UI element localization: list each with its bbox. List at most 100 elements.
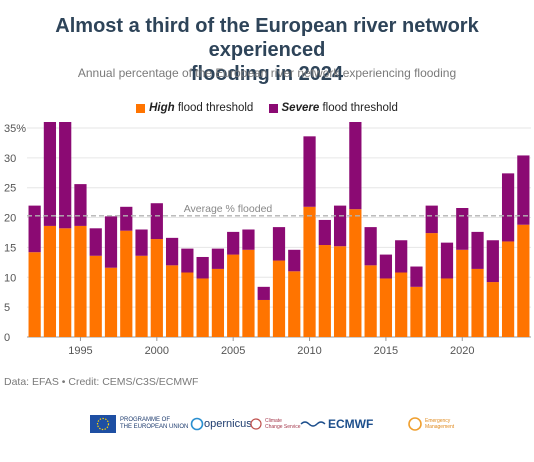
bar-severe xyxy=(364,227,377,266)
eu-programme-logo: PROGRAMME OF THE EUROPEAN UNION xyxy=(90,410,188,438)
eu-programme-line-2: THE EUROPEAN UNION xyxy=(120,424,189,430)
bar-high xyxy=(165,265,179,337)
bar-high xyxy=(303,206,316,337)
bar-severe xyxy=(517,155,530,225)
bar-high xyxy=(364,265,377,337)
bar-severe xyxy=(59,122,72,229)
bar-high xyxy=(272,260,286,337)
x-tick-label: 2015 xyxy=(374,345,398,357)
bar-severe xyxy=(440,242,454,279)
legend-high-text: flood threshold xyxy=(174,102,254,114)
bar-severe xyxy=(181,248,194,273)
emergency-line-1: Emergency xyxy=(425,418,451,424)
source-credit: Data: EFAS • Credit: CEMS/C3S/ECMWF xyxy=(4,376,199,388)
bar-chart: 0 5 10 15 20 25 30 35% 1995 2000 2005 2010 2015 2020 A… xyxy=(4,122,531,357)
bar-high xyxy=(89,255,102,337)
title-line-1: Almost a third of the European river net… xyxy=(55,15,479,61)
legend-swatch-high xyxy=(136,103,146,113)
bar-high xyxy=(196,278,209,337)
chart-subtitle: Annual percentage of the European river … xyxy=(77,66,457,80)
bar-high xyxy=(410,286,423,337)
bar-severe xyxy=(379,254,393,279)
legend: High flood threshold Severe flood thresh… xyxy=(0,102,534,116)
bar-high xyxy=(257,299,270,337)
x-tick-label: 2005 xyxy=(221,345,245,357)
bar-high xyxy=(333,246,347,337)
bar-severe xyxy=(89,228,102,256)
bar-high xyxy=(440,278,454,337)
emergency-line-2: Management xyxy=(425,424,455,430)
legend-severe-text: flood threshold xyxy=(319,102,398,114)
bar-high xyxy=(211,268,225,337)
bar-high xyxy=(349,209,362,337)
y-tick-label: 25 xyxy=(4,183,16,195)
bar-high xyxy=(501,241,515,337)
legend-high-bold: High xyxy=(149,102,175,114)
bar-high xyxy=(379,278,393,337)
x-tick-label: 2010 xyxy=(297,345,321,357)
y-tick-label: 15 xyxy=(4,242,16,254)
legend-swatch-severe xyxy=(268,103,278,113)
emergency-management-logo: Emergency Management xyxy=(408,410,454,438)
bar-severe xyxy=(242,229,255,250)
bar-severe xyxy=(456,208,469,250)
bar-severe xyxy=(471,231,484,269)
logo-strip: PROGRAMME OF THE EUROPEAN UNION opernicu… xyxy=(0,410,534,440)
bar-severe xyxy=(257,286,270,300)
ecmwf-wave-icon xyxy=(300,421,326,427)
eu-programme-line-1: PROGRAMME OF xyxy=(120,417,171,423)
bar-high xyxy=(120,230,133,337)
x-tick-label: 2000 xyxy=(145,345,169,357)
bar-high xyxy=(227,254,240,337)
bar-high xyxy=(104,267,118,337)
bar-severe xyxy=(501,173,515,242)
bar-high xyxy=(150,239,163,337)
bar-severe xyxy=(43,122,57,226)
copernicus-logo: opernicus xyxy=(190,410,252,438)
ecmwf-text: ECMWF xyxy=(328,417,374,431)
bar-high xyxy=(43,225,57,337)
bar-high xyxy=(181,272,194,337)
bar-severe xyxy=(410,266,423,287)
bar-high xyxy=(242,249,255,337)
y-tick-label: 30 xyxy=(4,153,16,165)
bar-severe xyxy=(74,184,87,226)
y-tick-label: 5 xyxy=(4,302,10,314)
bar-high xyxy=(74,225,87,337)
bar-severe xyxy=(288,249,301,272)
bar-high xyxy=(517,224,530,337)
bar-severe xyxy=(211,248,225,269)
copernicus-text: opernicus xyxy=(204,418,252,430)
bar-severe xyxy=(150,203,163,240)
bar-severe xyxy=(318,219,331,246)
bar-severe xyxy=(165,237,179,266)
bar-severe xyxy=(303,136,316,207)
y-tick-label: 35% xyxy=(4,123,26,135)
climate-line-1: Climate xyxy=(265,418,282,424)
bar-high xyxy=(318,245,331,337)
average-label: Average % flooded xyxy=(184,203,273,215)
bar-severe xyxy=(227,231,240,255)
x-tick-label: 1995 xyxy=(68,345,92,357)
climate-line-2: Change Service xyxy=(265,424,301,430)
bar-high xyxy=(395,272,408,337)
bar-high xyxy=(28,252,41,337)
bar-severe xyxy=(135,229,148,256)
bar-high xyxy=(486,282,499,337)
bar-high xyxy=(59,228,72,337)
bar-severe xyxy=(395,240,408,273)
climate-service-logo: Climate Change Service xyxy=(250,410,301,438)
bar-severe xyxy=(196,256,209,279)
ecmwf-logo: ECMWF xyxy=(300,410,373,438)
bar-severe xyxy=(272,227,286,261)
bar-high xyxy=(288,271,301,337)
eu-flag-icon xyxy=(90,415,116,433)
bar-severe xyxy=(120,206,133,231)
copernicus-ring-icon xyxy=(190,417,204,431)
bar-high xyxy=(471,268,484,337)
chart-title: Almost a third of the European river net… xyxy=(0,14,534,86)
bar-high xyxy=(456,249,469,337)
y-tick-label: 0 xyxy=(4,332,10,344)
title-line-2: flooding in 2024 xyxy=(190,63,344,85)
bar-severe xyxy=(349,122,362,210)
